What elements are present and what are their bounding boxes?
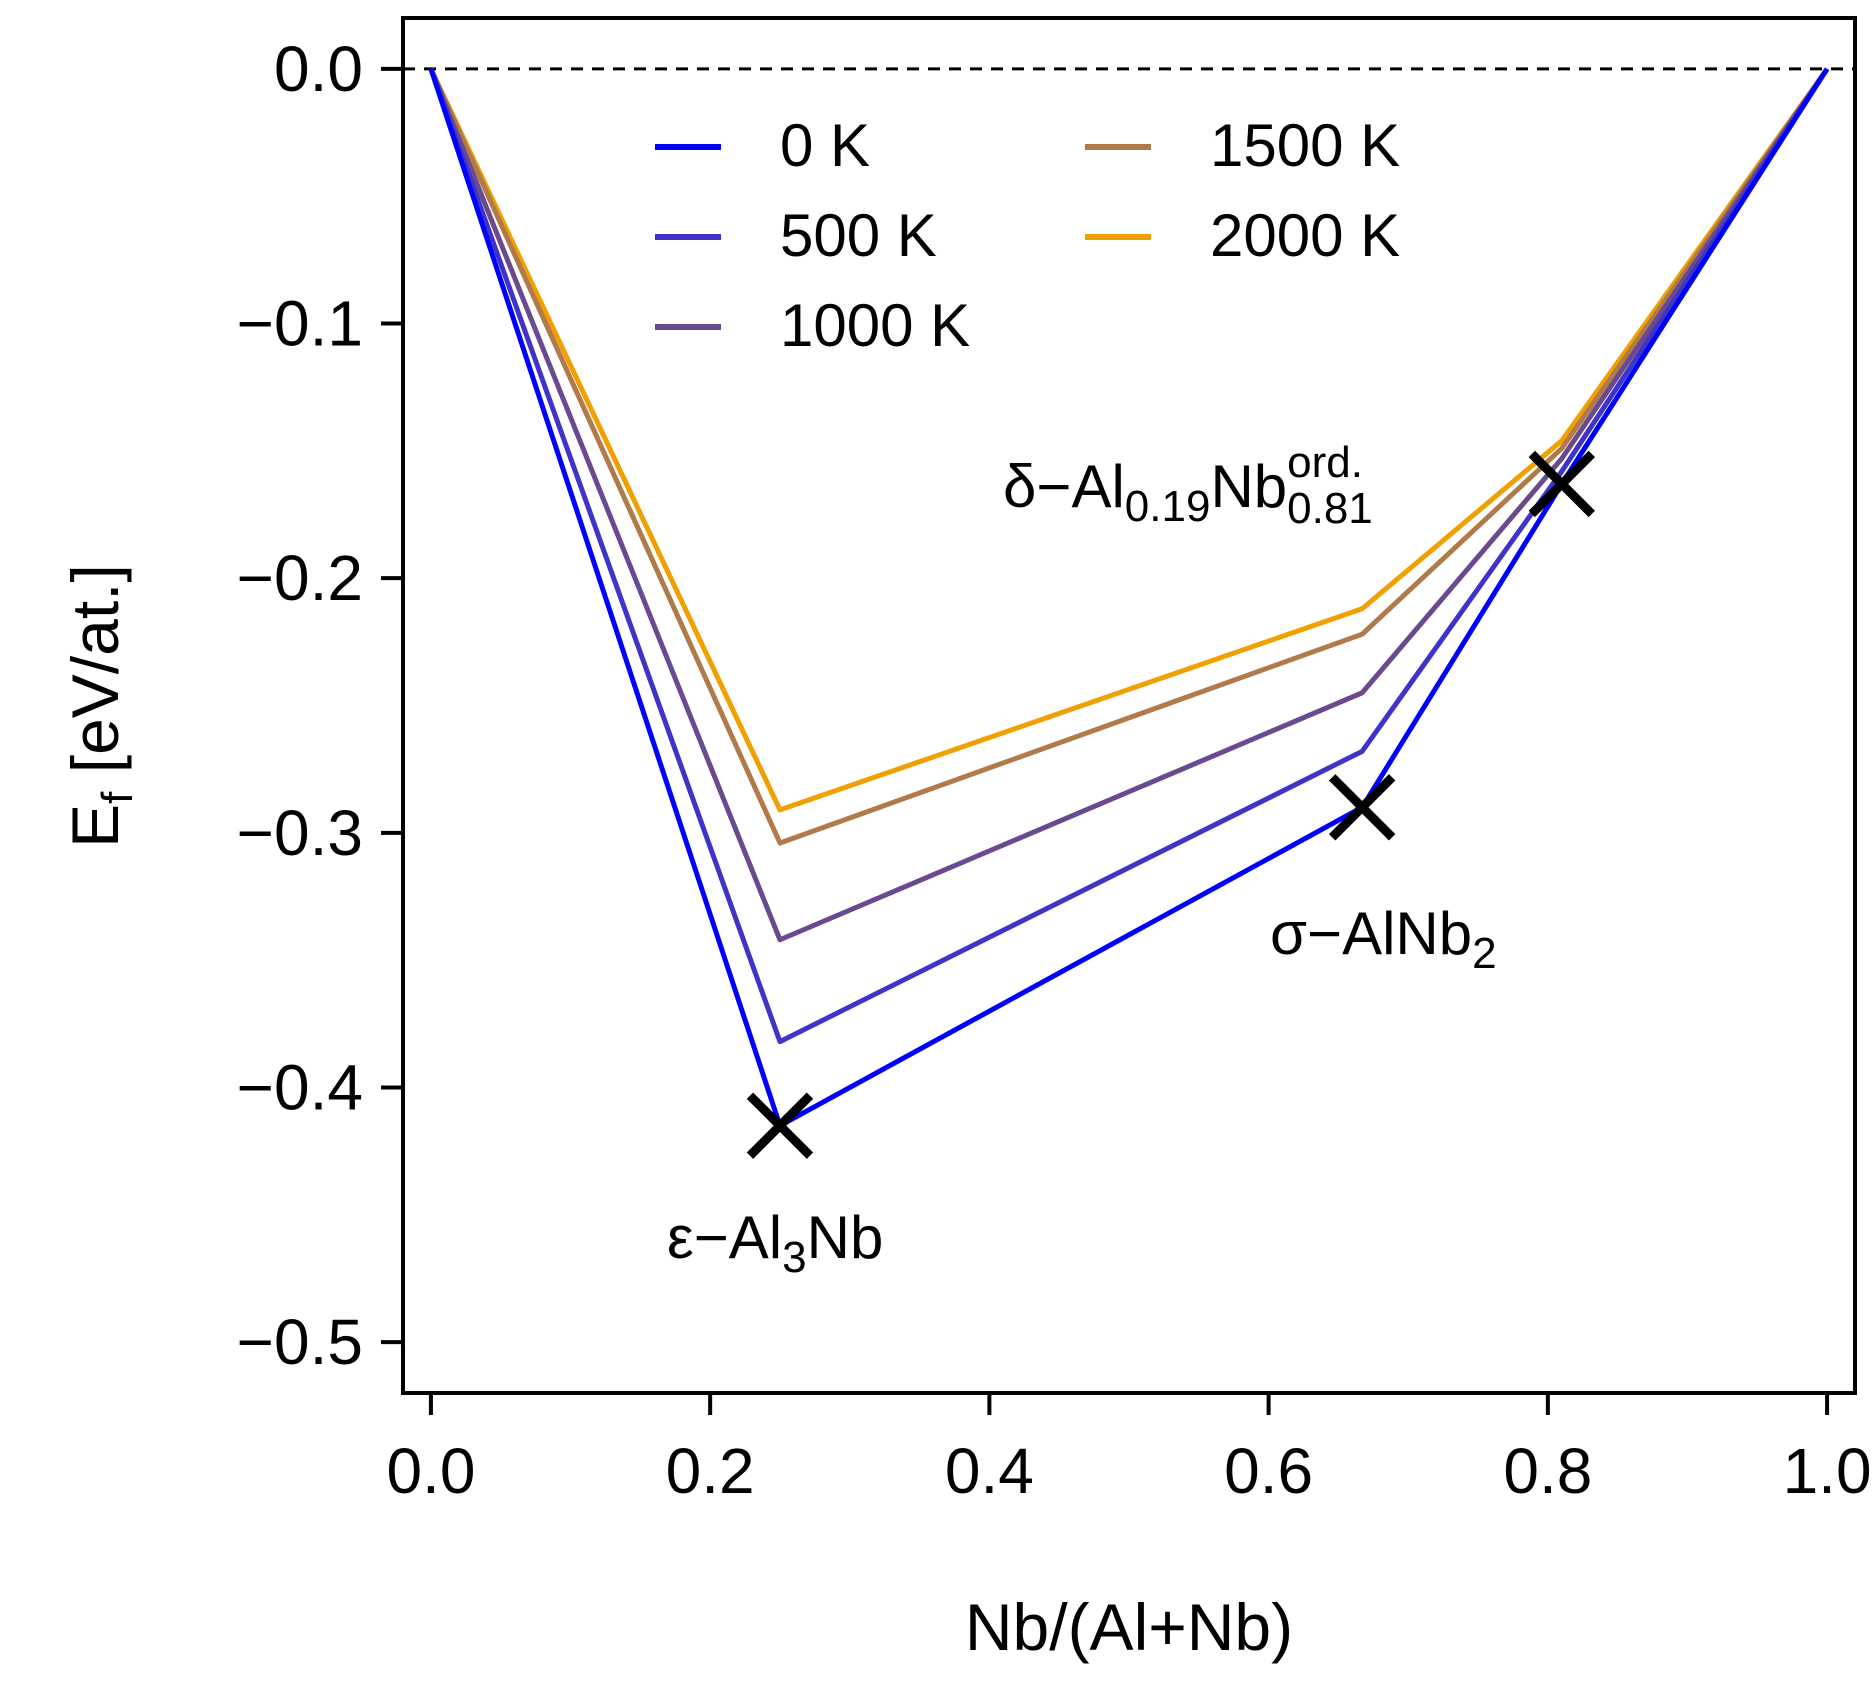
legend: 0 K 500 K 1000 K 1500 K 2000 K <box>655 112 1400 359</box>
legend-label: 2000 K <box>1210 202 1400 269</box>
annotation-delta-al019nb081: δ−Al0.19Nbord. 0.81 <box>1003 438 1373 533</box>
annotation-part: 0.19 <box>1125 482 1211 531</box>
y-tick-label: −0.3 <box>237 797 363 869</box>
legend-label: 0 K <box>780 112 870 179</box>
y-axis-title-sub: f <box>93 791 142 804</box>
annotation-part: 2 <box>1472 929 1496 978</box>
y-tick-label: −0.2 <box>237 542 363 614</box>
y-tick-label: −0.1 <box>237 288 363 360</box>
x-axis: 0.0 0.2 0.4 0.6 0.8 1.0 <box>386 1393 1872 1507</box>
annotation-part: Nb <box>807 1204 884 1271</box>
legend-item-1000-k: 1000 K <box>655 292 970 359</box>
series-lines <box>428 67 1830 1129</box>
series-line-2000-k <box>428 67 1830 813</box>
y-tick-label: −0.4 <box>237 1051 363 1123</box>
legend-item-0-k: 0 K <box>655 112 870 179</box>
legend-item-1500-k: 1500 K <box>1085 112 1400 179</box>
phase-markers <box>746 450 1595 1159</box>
marker-sigma-alnb2 <box>1328 774 1396 841</box>
series-line-1500-k <box>428 67 1830 846</box>
annotation-part: 3 <box>782 1233 806 1282</box>
legend-item-2000-k: 2000 K <box>1085 202 1400 269</box>
y-axis: 0.0 −0.1 −0.2 −0.3 −0.4 −0.5 <box>237 33 403 1378</box>
x-tick-label: 1.0 <box>1783 1435 1872 1507</box>
series-line-1000-k <box>428 67 1830 943</box>
legend-label: 1000 K <box>780 292 970 359</box>
y-axis-title-main: E <box>58 804 132 848</box>
y-tick-label: 0.0 <box>274 33 363 105</box>
marker-delta-al019nb081 <box>1528 450 1595 518</box>
annotation-epsilon-al3nb: ε−Al3Nb <box>667 1204 883 1282</box>
annotation-part: ord. <box>1287 438 1363 487</box>
annotation-part: Nb <box>1210 453 1287 520</box>
x-tick-label: 0.6 <box>1224 1435 1313 1507</box>
x-tick-label: 0.0 <box>386 1435 475 1507</box>
annotation-part: δ−Al <box>1003 453 1125 520</box>
annotation-sigma-alnb2: σ−AlNb2 <box>1270 900 1497 978</box>
plot-area <box>401 16 1857 1395</box>
legend-item-500-k: 500 K <box>655 202 937 269</box>
annotation-part: σ−AlNb <box>1270 900 1472 967</box>
x-tick-label: 0.2 <box>666 1435 755 1507</box>
y-tick-label: −0.5 <box>237 1306 363 1378</box>
annotation-part: 0.81 <box>1287 484 1373 533</box>
legend-label: 1500 K <box>1210 112 1400 179</box>
x-axis-title: Nb/(Al+Nb) <box>965 1590 1293 1664</box>
x-tick-label: 0.8 <box>1503 1435 1592 1507</box>
y-axis-title: Ef [eV/at.] <box>58 564 142 848</box>
series-line-500-k <box>428 67 1830 1045</box>
marker-epsilon-al3nb <box>746 1092 814 1159</box>
annotation-part: ε−Al <box>667 1204 782 1271</box>
x-tick-label: 0.4 <box>945 1435 1034 1507</box>
legend-label: 500 K <box>780 202 937 269</box>
plot-frame <box>401 16 1857 1395</box>
y-axis-title-rest: [eV/at.] <box>58 564 132 791</box>
